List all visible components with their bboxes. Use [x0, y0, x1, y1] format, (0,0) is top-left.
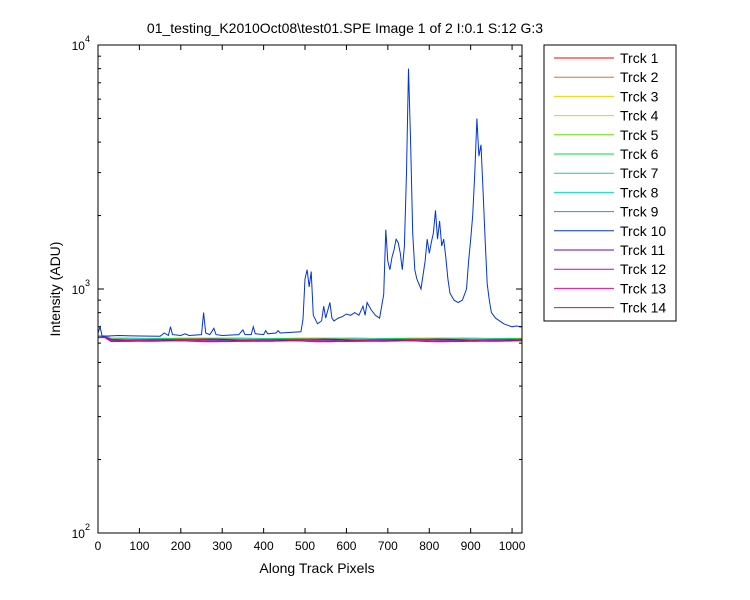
y-tick-label: 104 — [72, 34, 90, 53]
series-layer — [98, 68, 522, 343]
legend-label: Trck 12 — [620, 261, 666, 277]
x-tick-label: 600 — [336, 539, 356, 553]
y-tick-base: 10 — [72, 283, 86, 297]
legend-label: Trck 7 — [620, 165, 659, 181]
legend-label: Trck 10 — [620, 223, 666, 239]
y-axis-label: Intensity (ADU) — [47, 242, 63, 337]
plot-frame — [97, 44, 523, 534]
x-tick-label: 200 — [171, 539, 191, 553]
x-tick-label: 500 — [295, 539, 315, 553]
y-tick-exponent: 4 — [85, 34, 90, 44]
legend-box — [543, 44, 677, 322]
legend-label: Trck 6 — [620, 146, 659, 162]
series-line-trck-10 — [98, 68, 522, 337]
legend-label: Trck 2 — [620, 69, 659, 85]
y-tick-base: 10 — [72, 527, 86, 541]
x-tick-label: 700 — [378, 539, 398, 553]
series-line-trck-14 — [98, 337, 522, 343]
y-tick-label: 103 — [72, 278, 90, 297]
x-tick-label: 900 — [461, 539, 481, 553]
x-tick-label: 0 — [95, 539, 102, 553]
x-tick-label: 800 — [419, 539, 439, 553]
x-tick-label: 100 — [129, 539, 149, 553]
plot-area — [98, 45, 522, 533]
legend-items: Trck 1 Trck 2 Trck 3 Trck 4 Trck 5 Trck 6 Trck… — [554, 50, 666, 316]
legend-label: Trck 1 — [620, 50, 659, 66]
legend-label: Trck 13 — [620, 280, 666, 296]
x-axis-ticks: 0 100 200 300 400 500 600 700 800 900 1000 — [95, 45, 526, 553]
x-tick-label: 400 — [254, 539, 274, 553]
legend: Trck 1 Trck 2 Trck 3 Trck 4 Trck 5 Trck 6 Trck… — [543, 44, 677, 322]
y-tick-exponent: 3 — [85, 278, 90, 288]
y-tick-label: 102 — [72, 522, 90, 541]
y-tick-base: 10 — [72, 39, 86, 53]
x-tick-label: 300 — [212, 539, 232, 553]
y-tick-exponent: 2 — [85, 522, 90, 532]
legend-label: Trck 3 — [620, 88, 659, 104]
legend-label: Trck 14 — [620, 300, 666, 316]
chart-title: 01_testing_K2010Oct08\test01.SPE Image 1… — [147, 20, 543, 36]
legend-label: Trck 8 — [620, 184, 659, 200]
legend-label: Trck 4 — [620, 108, 659, 124]
legend-label: Trck 5 — [620, 127, 659, 143]
x-tick-label: 1000 — [499, 539, 526, 553]
legend-label: Trck 9 — [620, 204, 659, 220]
legend-label: Trck 11 — [620, 242, 665, 258]
x-axis-label: Along Track Pixels — [259, 560, 374, 576]
